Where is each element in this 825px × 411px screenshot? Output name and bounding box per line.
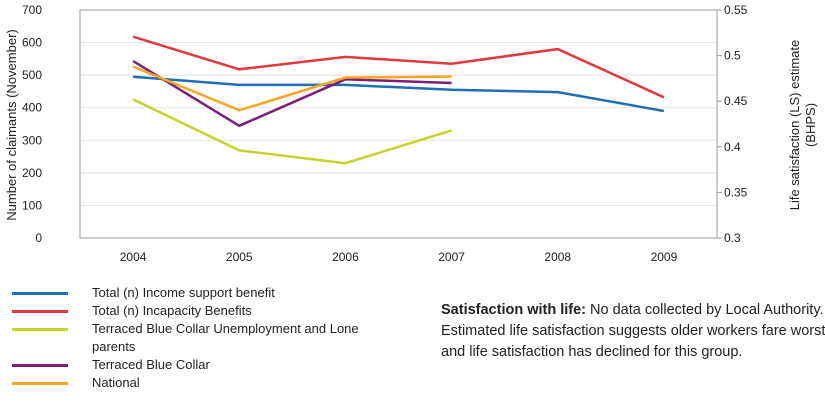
x-tick-label: 2005 — [226, 250, 253, 264]
legend-label: Total (n) Incapacity Benefits — [92, 303, 252, 318]
y2-tick-label: 0.55 — [724, 3, 748, 17]
legend-swatch — [12, 328, 68, 331]
legend-label: Terraced Blue Collar Unemployment and Lo… — [92, 321, 359, 354]
y-tick-label: 100 — [22, 198, 42, 212]
legend-item-income-support: Total (n) Income support benefit — [12, 284, 412, 302]
y-axis-title: Number of claimants (November) — [4, 29, 19, 220]
legend-item-national: National — [12, 374, 412, 392]
legend-swatch — [12, 310, 68, 313]
legend-item-terraced-blue-collar: Terraced Blue Collar — [12, 356, 412, 374]
y2-tick-label: 0.35 — [724, 185, 748, 199]
note-body: No data collected by Local Authority. Es… — [441, 302, 825, 360]
series-line-0 — [133, 75, 665, 113]
legend-item-unemployment-lone-parents: Terraced Blue Collar Unemployment and Lo… — [12, 320, 412, 356]
legend-label: National — [92, 375, 140, 390]
legend-swatch — [12, 382, 68, 385]
legend: Total (n) Income support benefit Total (… — [12, 284, 412, 392]
series-lines — [132, 35, 665, 165]
x-tick-label: 2004 — [120, 250, 147, 264]
x-tick-label: 2007 — [438, 250, 465, 264]
y-tick-label: 400 — [22, 101, 42, 115]
plot-frame — [79, 9, 718, 239]
legend-item-incapacity: Total (n) Incapacity Benefits — [12, 302, 412, 320]
y2-tick-label: 0.5 — [724, 49, 741, 63]
x-tick-label: 2009 — [651, 250, 678, 264]
y2-axis-title: Life satisfaction (LS) estimate — [787, 40, 802, 211]
y-axis-left: 0 100 200 300 400 500 600 700 — [22, 3, 42, 245]
legend-label: Terraced Blue Collar — [92, 357, 210, 372]
series-line-4 — [132, 65, 452, 112]
gridlines — [80, 42, 717, 206]
series-line-1 — [132, 35, 665, 99]
y2-axis-title-unit: (BHPS) — [803, 103, 818, 147]
y-tick-label: 600 — [22, 36, 42, 50]
series-line-3 — [132, 60, 452, 128]
line-chart: 0 100 200 300 400 500 600 700 0.3 0.35 0.4 0.45 0.5… — [4, 3, 818, 264]
y2-tick-label: 0.45 — [724, 94, 748, 108]
annotation-note: Satisfaction with life: No data collecte… — [441, 300, 825, 363]
legend-swatch — [12, 292, 68, 295]
note-heading: Satisfaction with life: — [441, 302, 587, 318]
legend-swatch — [12, 364, 68, 367]
x-axis: 2004 2005 2006 2007 2008 2009 — [120, 250, 678, 264]
y-tick-label: 500 — [22, 68, 42, 82]
legend-label: Total (n) Income support benefit — [92, 285, 275, 300]
y-axis-right: 0.3 0.35 0.4 0.45 0.5 0.55 — [717, 3, 748, 245]
series-line-2 — [132, 98, 452, 165]
y-tick-label: 300 — [22, 133, 42, 147]
y2-tick-label: 0.3 — [724, 231, 741, 245]
x-tick-label: 2008 — [544, 250, 571, 264]
y-tick-label: 0 — [35, 231, 42, 245]
x-tick-label: 2006 — [332, 250, 359, 264]
y-tick-label: 700 — [22, 3, 42, 17]
y-tick-label: 200 — [22, 166, 42, 180]
y2-tick-label: 0.4 — [724, 140, 741, 154]
